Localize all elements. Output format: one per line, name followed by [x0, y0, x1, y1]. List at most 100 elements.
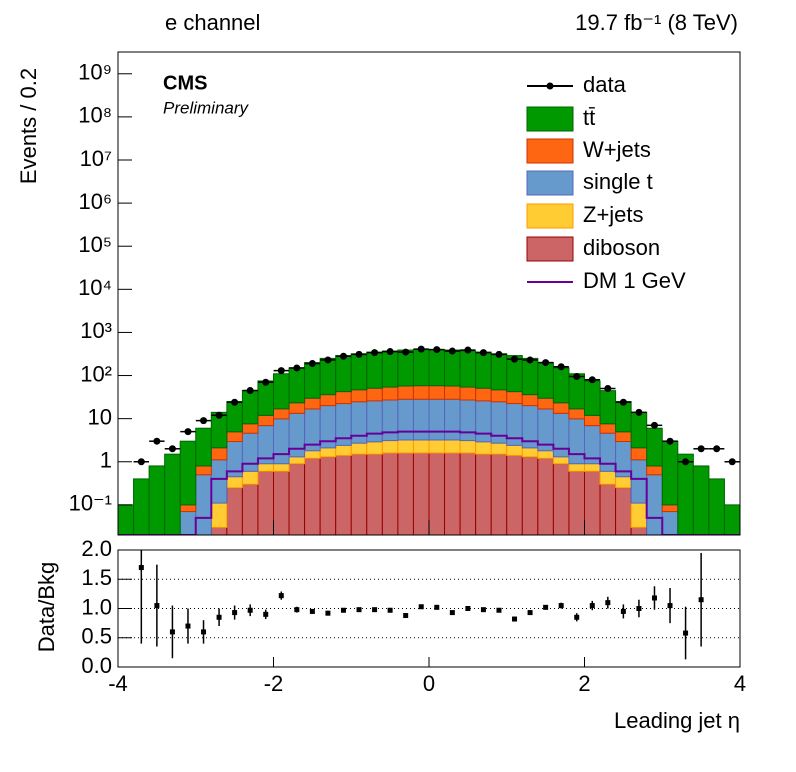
- stack-bin: [568, 418, 586, 465]
- stack-bin: [288, 367, 306, 404]
- x-tick-label: 4: [734, 671, 746, 696]
- ratio-point: [620, 608, 626, 614]
- stack-bin: [428, 349, 446, 387]
- stack-bin: [226, 487, 243, 535]
- plot-area: [118, 345, 740, 535]
- stack-bin: [630, 502, 648, 528]
- stack-bin: [630, 459, 648, 504]
- stack-bin: [241, 423, 259, 434]
- data-point: [588, 376, 596, 384]
- stack-bin: [444, 349, 461, 387]
- stack-bin: [195, 427, 212, 467]
- data-point: [246, 386, 254, 394]
- data-point: [495, 350, 503, 358]
- stack-bin: [459, 452, 477, 535]
- stack-bin: [599, 483, 617, 535]
- stack-bin: [397, 385, 414, 400]
- y-tick-label: 1.0: [81, 594, 112, 619]
- data-point: [371, 349, 379, 357]
- stack-bin: [210, 447, 228, 461]
- stack-bin: [335, 454, 352, 535]
- data-point: [308, 360, 316, 368]
- data-point: [650, 421, 658, 429]
- stack-bin: [599, 423, 617, 434]
- ratio-point: [527, 610, 533, 616]
- ratio-point: [325, 610, 331, 616]
- stack-bin: [568, 470, 586, 535]
- data-point: [573, 373, 581, 381]
- stack-bin: [475, 453, 492, 535]
- stack-bin: [273, 408, 290, 420]
- stack-bin: [444, 385, 461, 400]
- data-point: [402, 348, 410, 356]
- ratio-point: [232, 610, 238, 616]
- ratio-point: [403, 613, 409, 619]
- stack-bin: [366, 400, 383, 443]
- ratio-point: [558, 603, 564, 609]
- y-tick-label: 1.5: [81, 565, 112, 590]
- x-tick-label: 0: [423, 671, 435, 696]
- stack-bin: [288, 456, 306, 465]
- stack-bin: [723, 504, 740, 535]
- ratio-point: [294, 607, 300, 613]
- legend-swatch: [526, 170, 574, 196]
- lumi-label: 19.7 fb⁻¹ (8 TeV): [575, 10, 738, 35]
- data-point: [713, 445, 721, 453]
- ratio-point: [185, 623, 191, 629]
- ratio-point: [512, 616, 518, 622]
- y-tick-label: 10⁶: [78, 189, 112, 214]
- data-point: [293, 364, 301, 372]
- data-point: [231, 398, 239, 406]
- y-tick-label: 10⁸: [78, 103, 112, 128]
- stack-bin: [428, 385, 446, 400]
- ratio-point: [216, 614, 222, 620]
- stack-bin: [257, 414, 275, 427]
- stack-bin: [366, 387, 383, 402]
- stack-bin: [288, 402, 306, 414]
- stack-bin: [584, 380, 601, 416]
- stack-bin: [288, 412, 306, 458]
- stack-bin: [661, 440, 679, 506]
- y-tick-label: 10²: [80, 361, 112, 386]
- ratio-point: [449, 610, 455, 616]
- stack-bin: [584, 470, 601, 535]
- y-tick-label: 0.0: [81, 653, 112, 678]
- stack-bin: [568, 463, 586, 472]
- stack-bin: [397, 452, 414, 535]
- stack-bin: [148, 465, 166, 535]
- legend-label: W+jets: [583, 137, 651, 162]
- stack-bin: [537, 450, 554, 459]
- stack-bin: [335, 444, 352, 456]
- stack-bin: [257, 380, 275, 416]
- ratio-point: [263, 611, 269, 617]
- main-frame: [117, 51, 741, 536]
- stack-bin: [692, 465, 710, 535]
- stack-bin: [552, 367, 570, 404]
- data-point: [728, 458, 736, 466]
- stack-bin: [164, 453, 181, 535]
- y-axis-label: Events / 0.2: [16, 68, 41, 184]
- ratio-point: [465, 606, 471, 611]
- stack-bin: [490, 353, 508, 391]
- stack-bin: [444, 439, 461, 454]
- stack-bin: [319, 447, 337, 458]
- stack-bin: [475, 400, 492, 443]
- data-point: [697, 445, 705, 453]
- stack-bin: [584, 414, 601, 427]
- stack-bin: [381, 386, 399, 401]
- x-tick-label: 2: [578, 671, 590, 696]
- stack-bin: [319, 456, 337, 535]
- ratio-point: [480, 607, 486, 613]
- data-point: [324, 356, 332, 364]
- legend-label: single t: [583, 169, 653, 194]
- legend-data-marker: [546, 82, 554, 90]
- data-point: [200, 417, 208, 425]
- stack-bin: [257, 463, 275, 472]
- stack-bin: [381, 452, 399, 535]
- stack-bin: [210, 459, 228, 504]
- stack-bin: [475, 441, 492, 455]
- ratio-frame: [117, 549, 741, 668]
- stack-bin: [412, 398, 430, 441]
- stack-bin: [552, 402, 570, 414]
- stack-bin: [490, 453, 508, 535]
